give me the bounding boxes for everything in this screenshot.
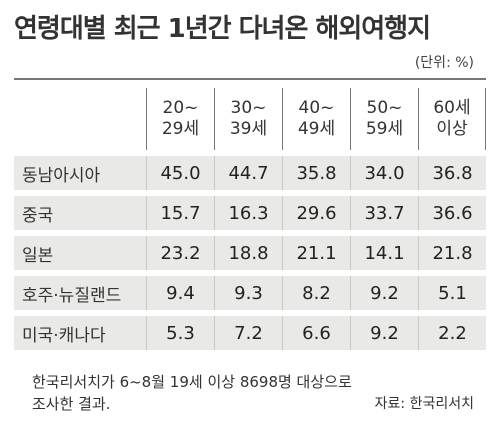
value-cell: 5.1: [418, 276, 486, 310]
table-row: 동남아시아 45.0 44.7 35.8 34.0 36.8: [14, 156, 486, 190]
value-cell: 21.1: [282, 236, 350, 270]
value-cell: 35.8: [282, 156, 350, 190]
row-label: 미국·캐나다: [14, 316, 146, 350]
row-label: 동남아시아: [14, 156, 146, 190]
row-label: 호주·뉴질랜드: [14, 276, 146, 310]
value-cell: 2.2: [418, 316, 486, 350]
value-cell: 21.8: [418, 236, 486, 270]
value-cell: 36.6: [418, 196, 486, 230]
value-cell: 34.0: [350, 156, 418, 190]
footnote: 한국리서치가 6~8월 19세 이상 8698명 대상으로 조사한 결과.: [32, 371, 352, 415]
unit-label: (단위: %): [414, 55, 474, 71]
value-cell: 18.8: [214, 236, 282, 270]
value-cell: 7.2: [214, 316, 282, 350]
col-header-50s: 50~ 59세: [350, 88, 418, 150]
col-header-20s: 20~ 29세: [146, 88, 214, 150]
value-cell: 5.3: [146, 316, 214, 350]
value-cell: 9.2: [350, 276, 418, 310]
value-cell: 9.3: [214, 276, 282, 310]
value-cell: 14.1: [350, 236, 418, 270]
data-table: 20~ 29세 30~ 39세 40~ 49세 50~ 59세 60세 이상 동남아시아 …: [14, 82, 486, 356]
footnote-line: 조사한 결과.: [32, 395, 111, 413]
col-header-60plus: 60세 이상: [418, 88, 486, 150]
value-cell: 16.3: [214, 196, 282, 230]
col-header-40s: 40~ 49세: [282, 88, 350, 150]
source-credit: 자료: 한국리서치: [374, 396, 474, 412]
footnote-line: 한국리서치가 6~8월 19세 이상 8698명 대상으로: [32, 373, 352, 391]
value-cell: 23.2: [146, 236, 214, 270]
value-cell: 9.4: [146, 276, 214, 310]
corner-cell: [14, 88, 146, 150]
table-row: 일본 23.2 18.8 21.1 14.1 21.8: [14, 236, 486, 270]
chart-title: 연령대별 최근 1년간 다녀온 해외여행지: [14, 14, 431, 44]
header-row: 20~ 29세 30~ 39세 40~ 49세 50~ 59세 60세 이상: [14, 88, 486, 150]
value-cell: 15.7: [146, 196, 214, 230]
row-label: 중국: [14, 196, 146, 230]
value-cell: 45.0: [146, 156, 214, 190]
value-cell: 33.7: [350, 196, 418, 230]
table-row: 미국·캐나다 5.3 7.2 6.6 9.2 2.2: [14, 316, 486, 350]
row-label: 일본: [14, 236, 146, 270]
table-row: 호주·뉴질랜드 9.4 9.3 8.2 9.2 5.1: [14, 276, 486, 310]
value-cell: 29.6: [282, 196, 350, 230]
table-top-rule: [14, 78, 486, 80]
value-cell: 9.2: [350, 316, 418, 350]
value-cell: 8.2: [282, 276, 350, 310]
table-row: 중국 15.7 16.3 29.6 33.7 36.6: [14, 196, 486, 230]
col-header-30s: 30~ 39세: [214, 88, 282, 150]
value-cell: 6.6: [282, 316, 350, 350]
value-cell: 36.8: [418, 156, 486, 190]
value-cell: 44.7: [214, 156, 282, 190]
